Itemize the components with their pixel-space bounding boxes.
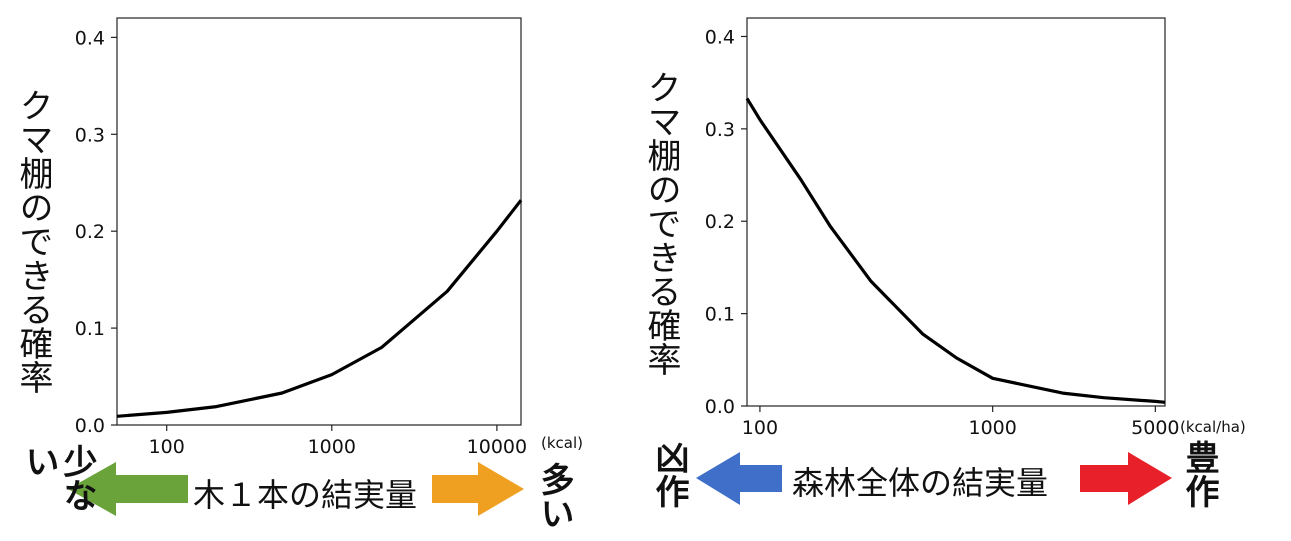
series-line-left	[116, 199, 523, 418]
right-arrow-1	[432, 462, 524, 516]
right-word-2: 豊作	[1179, 440, 1219, 508]
x-tick-label-right: 1000	[968, 417, 1016, 439]
y-tick-label-left: 0.1	[75, 318, 105, 340]
x-tick-label-left: 10000	[467, 436, 527, 458]
x-tick-label-right: 5000	[1131, 417, 1179, 439]
series-line-right	[745, 97, 1166, 404]
y-tick-label-right: 0.3	[705, 119, 735, 141]
chart-right: 0.0 0.1 0.2 0.3 0.4 100 1000 5000 (kcal/ha)	[705, 17, 1246, 439]
x-tick-label-left: 1000	[308, 436, 356, 458]
y-axis-label-left: クマ棚のできる確率	[13, 88, 53, 394]
series-path-right	[745, 97, 1166, 404]
right-word-1: 多い	[534, 462, 574, 530]
y-tick-label-right: 0.4	[705, 26, 735, 48]
x-axis-left: 100 1000 10000	[149, 425, 527, 458]
left-word-2: 凶作	[649, 440, 689, 508]
y-tick-label-left: 0.0	[75, 415, 105, 437]
plot-frame-right	[746, 17, 1166, 407]
caption-left: 木１本の結実量	[193, 476, 418, 514]
plot-frame-left	[116, 17, 522, 426]
y-tick-label-right: 0.1	[705, 304, 735, 326]
x-tick-label-left: 100	[149, 436, 185, 458]
y-axis-label-right: クマ棚のできる確率	[641, 70, 681, 376]
y-tick-label-left: 0.3	[75, 124, 105, 146]
left-arrow-2	[696, 452, 782, 505]
y-tick-label-left: 0.2	[75, 221, 105, 243]
y-tick-label-left: 0.4	[75, 27, 105, 49]
left-word-1: 少ない	[19, 444, 97, 512]
y-tick-label-right: 0.2	[705, 211, 735, 233]
chart-left: 0.0 0.1 0.2 0.3 0.4 100 1000 10000 (kcal)	[75, 17, 583, 458]
x-axis-right: 100 1000 5000	[742, 406, 1180, 439]
caption-right: 森林全体の結実量	[792, 464, 1049, 502]
y-axis-left: 0.0 0.1 0.2 0.3 0.4	[75, 27, 117, 437]
right-arrow-2	[1080, 452, 1172, 505]
x-tick-label-right: 100	[742, 417, 778, 439]
x-unit-left: (kcal)	[541, 434, 583, 452]
left-arrow-1	[68, 462, 188, 516]
y-axis-right: 0.0 0.1 0.2 0.3 0.4	[705, 26, 747, 418]
x-unit-right: (kcal/ha)	[1180, 418, 1246, 436]
y-tick-label-right: 0.0	[705, 396, 735, 418]
series-path-left	[116, 199, 523, 418]
